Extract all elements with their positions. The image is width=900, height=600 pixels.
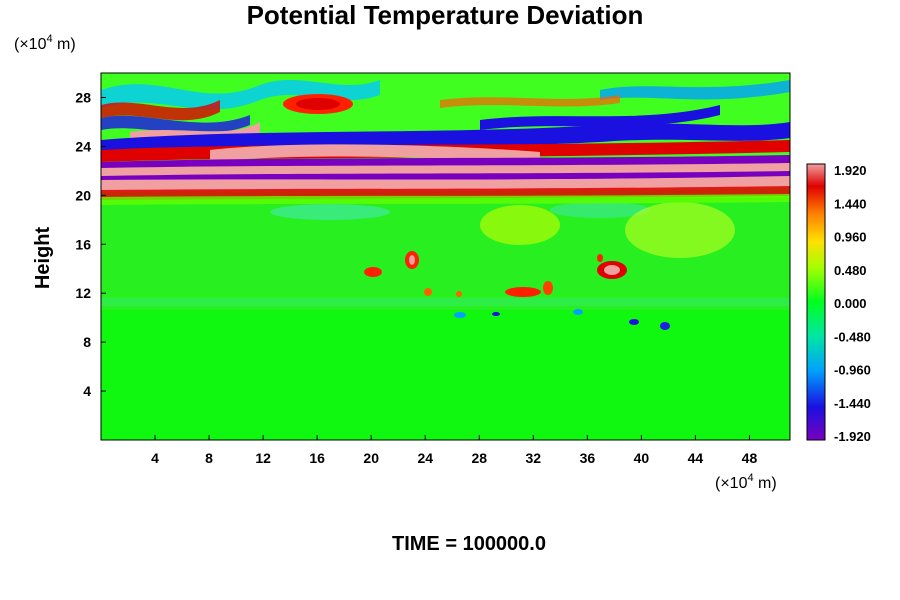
chart-title: Potential Temperature Deviation xyxy=(247,0,644,30)
x-unit-label: (×104 m) xyxy=(715,472,777,492)
y-tick-label: 24 xyxy=(75,138,91,154)
x-tick-label: 12 xyxy=(255,450,271,466)
colorbar: 1.920 1.440 0.960 0.480 0.000 -0.480 -0.960 -1.… xyxy=(806,163,871,444)
x-tick-label: 4 xyxy=(151,450,159,466)
colorbar-tick-label: 0.000 xyxy=(834,296,867,311)
x-tick-label: 32 xyxy=(526,450,542,466)
y-tick-label: 28 xyxy=(75,89,91,105)
colorbar-labels: 1.920 1.440 0.960 0.480 0.000 -0.480 -0.960 -1.… xyxy=(834,163,871,444)
y-axis-label: Height xyxy=(32,227,54,290)
x-tick-label: 20 xyxy=(363,450,379,466)
y-tick-label: 8 xyxy=(83,334,91,350)
colorbar-tick-label: -0.960 xyxy=(834,363,871,378)
x-tick-label: 24 xyxy=(417,450,433,466)
colorbar-tick-label: -1.920 xyxy=(834,429,871,444)
colorbar-tick-label: -1.440 xyxy=(834,396,871,411)
y-tick-label: 16 xyxy=(75,236,91,252)
y-tick-label: 20 xyxy=(75,187,91,203)
colorbar-tick-label: 0.960 xyxy=(834,230,867,245)
colorbar-tick-label: 1.440 xyxy=(834,196,867,211)
x-tick-label: 16 xyxy=(309,450,325,466)
x-tick-label: 8 xyxy=(205,450,213,466)
y-tick-label: 4 xyxy=(83,383,91,399)
x-tick-label: 28 xyxy=(471,450,487,466)
y-tick-label: 12 xyxy=(75,285,91,301)
colorbar-tick-label: 0.480 xyxy=(834,263,867,278)
colorbar-gradient xyxy=(806,163,826,441)
y-axis-ticks: 4 8 12 16 20 24 28 xyxy=(75,89,106,399)
y-unit-label: (×104 m) xyxy=(14,33,76,53)
colorbar-tick-label: -0.480 xyxy=(834,329,871,344)
x-axis-ticks: 4 8 12 16 20 24 28 32 36 40 44 48 xyxy=(151,435,757,466)
colorbar-tick-label: 1.920 xyxy=(834,163,867,178)
x-tick-label: 36 xyxy=(580,450,596,466)
heatmap-field xyxy=(101,73,790,440)
time-label: TIME = 100000.0 xyxy=(392,533,546,555)
plot-area xyxy=(100,72,791,441)
x-tick-label: 40 xyxy=(634,450,650,466)
x-tick-label: 48 xyxy=(742,450,758,466)
x-tick-label: 44 xyxy=(688,450,704,466)
